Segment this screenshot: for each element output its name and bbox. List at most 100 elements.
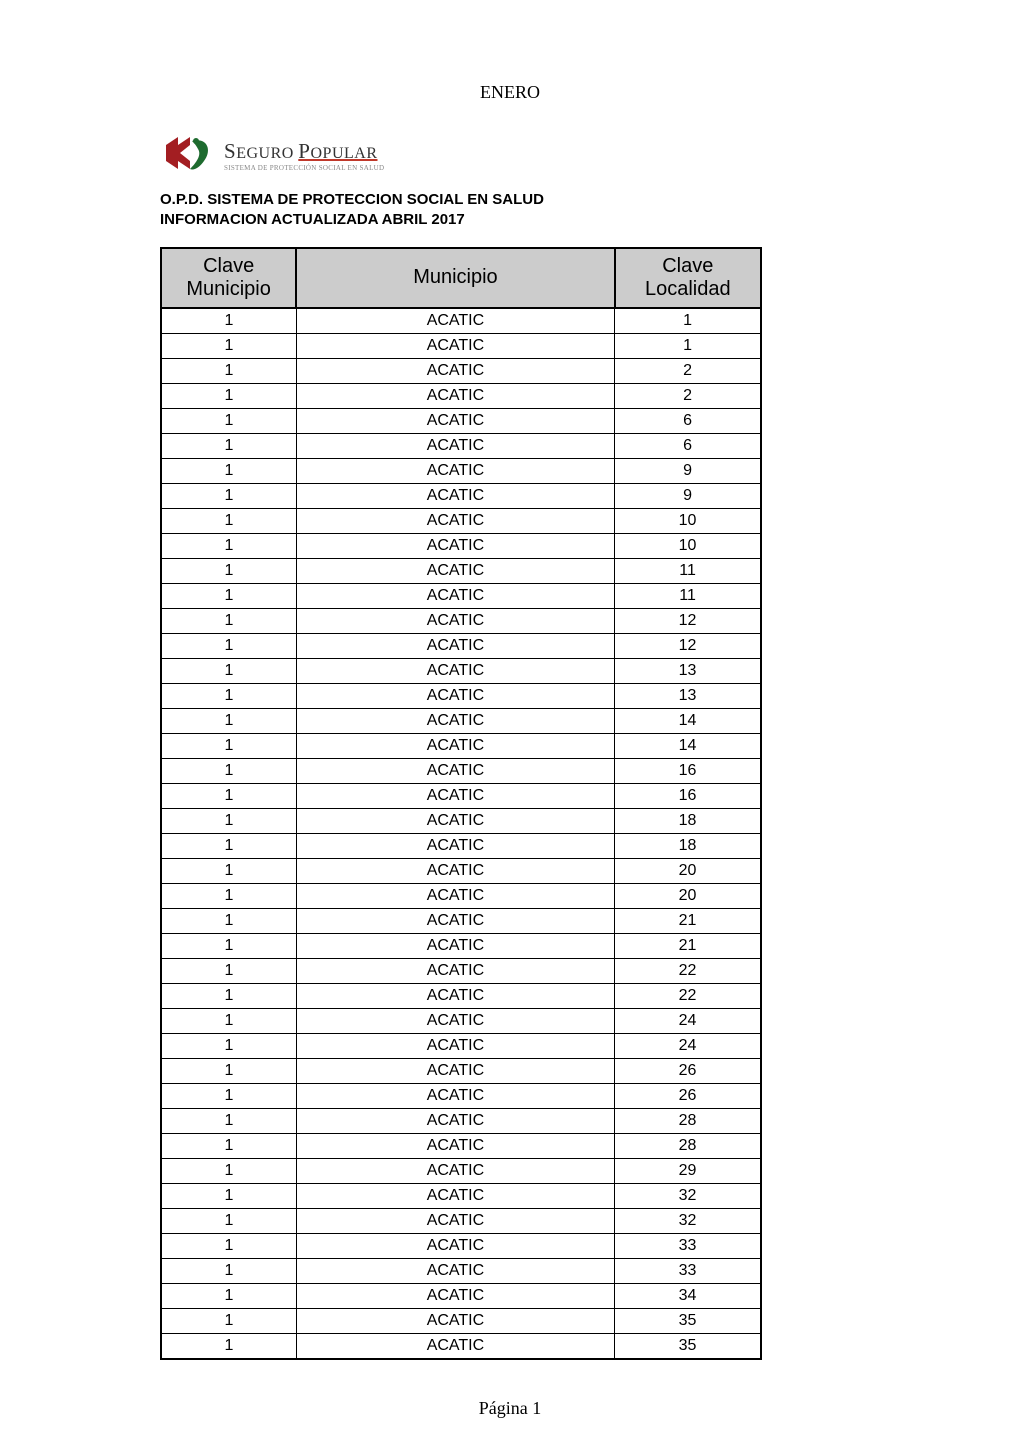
col-header-line: Clave (662, 255, 713, 277)
cell-clave-localidad: 12 (615, 608, 761, 633)
cell-clave-municipio: 1 (161, 383, 296, 408)
cell-municipio: ACATIC (296, 408, 614, 433)
table-row: 1ACATIC26 (161, 1083, 761, 1108)
cell-clave-localidad: 20 (615, 883, 761, 908)
table-row: 1ACATIC16 (161, 758, 761, 783)
table-row: 1ACATIC11 (161, 558, 761, 583)
cell-municipio: ACATIC (296, 1258, 614, 1283)
cell-clave-municipio: 1 (161, 408, 296, 433)
report-title-line1: O.P.D. SISTEMA DE PROTECCION SOCIAL EN S… (160, 191, 544, 208)
table-row: 1ACATIC2 (161, 383, 761, 408)
table-row: 1ACATIC21 (161, 908, 761, 933)
cell-municipio: ACATIC (296, 583, 614, 608)
cell-clave-municipio: 1 (161, 758, 296, 783)
cell-clave-municipio: 1 (161, 833, 296, 858)
cell-municipio: ACATIC (296, 1033, 614, 1058)
cell-clave-localidad: 6 (615, 408, 761, 433)
cell-clave-localidad: 28 (615, 1133, 761, 1158)
cell-clave-municipio: 1 (161, 708, 296, 733)
cell-municipio: ACATIC (296, 1283, 614, 1308)
cell-municipio: ACATIC (296, 333, 614, 358)
cell-clave-localidad: 28 (615, 1108, 761, 1133)
cell-municipio: ACATIC (296, 1233, 614, 1258)
cell-clave-localidad: 10 (615, 508, 761, 533)
table-row: 1ACATIC34 (161, 1283, 761, 1308)
cell-municipio: ACATIC (296, 1183, 614, 1208)
table-row: 1ACATIC14 (161, 733, 761, 758)
table-row: 1ACATIC24 (161, 1033, 761, 1058)
cell-clave-localidad: 22 (615, 983, 761, 1008)
report-title: O.P.D. SISTEMA DE PROTECCION SOCIAL EN S… (160, 190, 860, 231)
cell-municipio: ACATIC (296, 508, 614, 533)
cell-clave-localidad: 14 (615, 708, 761, 733)
brand-main-label: SEGURO POPULAR (224, 139, 384, 164)
cell-municipio: ACATIC (296, 433, 614, 458)
cell-clave-municipio: 1 (161, 683, 296, 708)
cell-clave-municipio: 1 (161, 633, 296, 658)
cell-clave-municipio: 1 (161, 558, 296, 583)
table-row: 1ACATIC26 (161, 1058, 761, 1083)
cell-clave-localidad: 6 (615, 433, 761, 458)
table-row: 1ACATIC13 (161, 683, 761, 708)
cell-clave-municipio: 1 (161, 1283, 296, 1308)
cell-clave-municipio: 1 (161, 933, 296, 958)
cell-clave-localidad: 18 (615, 833, 761, 858)
cell-clave-localidad: 12 (615, 633, 761, 658)
table-row: 1ACATIC32 (161, 1183, 761, 1208)
cell-clave-municipio: 1 (161, 1183, 296, 1208)
cell-clave-municipio: 1 (161, 533, 296, 558)
cell-clave-localidad: 24 (615, 1033, 761, 1058)
col-header-municipio: Municipio (296, 248, 614, 308)
cell-clave-localidad: 16 (615, 783, 761, 808)
cell-municipio: ACATIC (296, 608, 614, 633)
cell-clave-localidad: 33 (615, 1258, 761, 1283)
cell-clave-municipio: 1 (161, 1133, 296, 1158)
cell-clave-municipio: 1 (161, 908, 296, 933)
table-row: 1ACATIC1 (161, 333, 761, 358)
cell-clave-localidad: 22 (615, 958, 761, 983)
cell-clave-localidad: 26 (615, 1058, 761, 1083)
cell-municipio: ACATIC (296, 308, 614, 334)
page-header-title: ENERO (160, 82, 860, 103)
col-header-line: Municipio (186, 278, 270, 300)
cell-municipio: ACATIC (296, 1058, 614, 1083)
table-row: 1ACATIC21 (161, 933, 761, 958)
cell-municipio: ACATIC (296, 633, 614, 658)
table-row: 1ACATIC18 (161, 833, 761, 858)
table-row: 1ACATIC18 (161, 808, 761, 833)
table-row: 1ACATIC13 (161, 658, 761, 683)
cell-clave-municipio: 1 (161, 433, 296, 458)
cell-clave-municipio: 1 (161, 1108, 296, 1133)
table-row: 1ACATIC20 (161, 858, 761, 883)
cell-municipio: ACATIC (296, 708, 614, 733)
cell-municipio: ACATIC (296, 1083, 614, 1108)
cell-clave-localidad: 20 (615, 858, 761, 883)
brand-mid: EGURO (236, 145, 298, 162)
cell-clave-municipio: 1 (161, 808, 296, 833)
table-row: 1ACATIC1 (161, 308, 761, 334)
col-header-clave-localidad: Clave Localidad (615, 248, 761, 308)
cell-clave-localidad: 21 (615, 933, 761, 958)
table-body: 1ACATIC11ACATIC11ACATIC21ACATIC21ACATIC6… (161, 308, 761, 1359)
table-row: 1ACATIC9 (161, 483, 761, 508)
cell-clave-localidad: 29 (615, 1158, 761, 1183)
cell-clave-localidad: 13 (615, 683, 761, 708)
cell-clave-municipio: 1 (161, 1308, 296, 1333)
cell-municipio: ACATIC (296, 558, 614, 583)
table-row: 1ACATIC12 (161, 608, 761, 633)
cell-clave-municipio: 1 (161, 983, 296, 1008)
cell-clave-localidad: 9 (615, 458, 761, 483)
cell-clave-localidad: 18 (615, 808, 761, 833)
cell-municipio: ACATIC (296, 1108, 614, 1133)
cell-clave-municipio: 1 (161, 1058, 296, 1083)
table-row: 1ACATIC16 (161, 783, 761, 808)
brand-text: SEGURO POPULAR SISTEMA DE PROTECCIÓN SOC… (224, 139, 384, 172)
page-footer: Página 1 (160, 1398, 860, 1419)
cell-municipio: ACATIC (296, 883, 614, 908)
cell-clave-municipio: 1 (161, 1033, 296, 1058)
data-table: Clave Municipio Municipio Clave Localida… (160, 247, 762, 1360)
cell-municipio: ACATIC (296, 1333, 614, 1359)
cell-clave-municipio: 1 (161, 1008, 296, 1033)
cell-municipio: ACATIC (296, 833, 614, 858)
table-row: 1ACATIC9 (161, 458, 761, 483)
